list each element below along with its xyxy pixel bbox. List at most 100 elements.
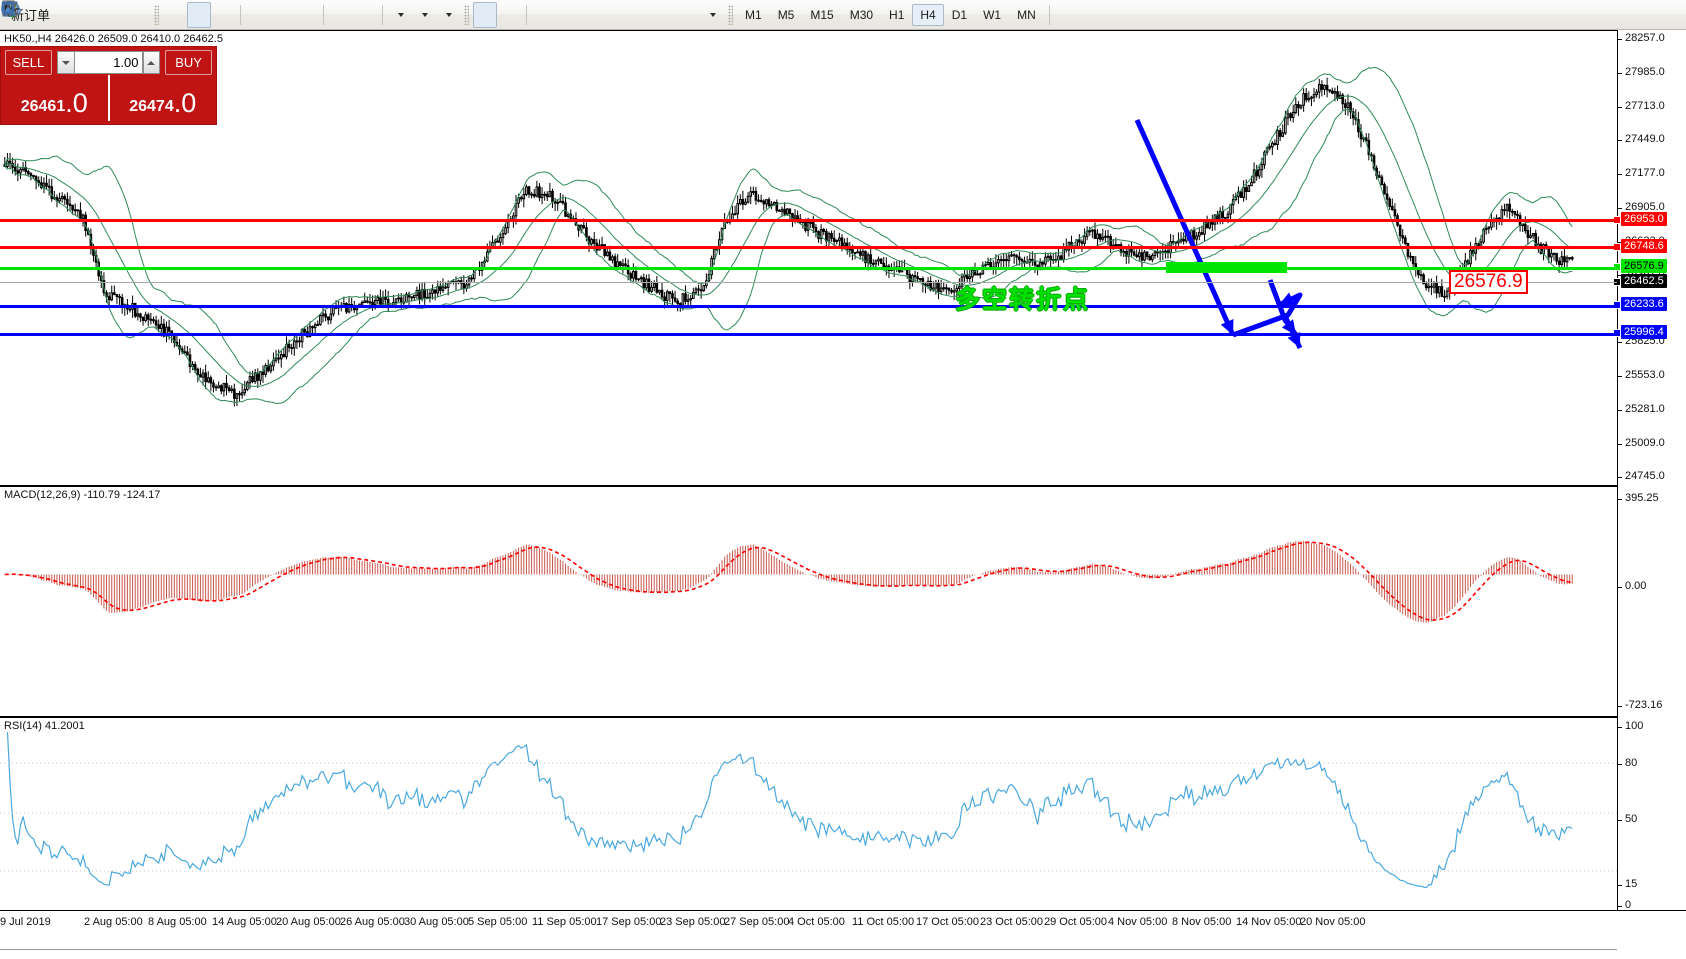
text-button[interactable]: A [3,2,676,28]
toolbar-separator [526,4,528,25]
pivot-line-26576[interactable] [0,267,1617,270]
sell-price-decimal: .0 [65,88,88,118]
autotrade-button[interactable] [2,2,150,28]
line-chart-button[interactable] [3,2,235,28]
timeframe-m1[interactable]: M1 [745,7,762,22]
green-support-zone[interactable] [1166,262,1287,273]
zoom-out-button[interactable] [3,2,294,28]
period-dropdown-caret[interactable] [422,12,429,17]
timeframe-h4[interactable]: H4 [912,3,944,26]
crosshair-button[interactable] [2,2,521,28]
toolbar-grip[interactable] [728,4,734,25]
price-tag-26576[interactable]: 26576.9 [1449,270,1528,294]
bollinger-middle [4,95,1573,387]
price-level-label-pivot[interactable]: 26576.9 [1621,259,1667,273]
sell-button[interactable]: SELL [5,50,52,75]
svg-text:E: E [13,13,17,19]
zoom-in-button[interactable] [3,2,270,28]
macd-pane[interactable]: MACD(12,26,9) -110.79 -124.17 [0,485,1617,716]
price-level-label-resistance[interactable]: 26748.6 [1621,239,1667,253]
time-tick: 8 Nov 05:00 [1172,916,1232,928]
profiles-button[interactable] [0,2,78,28]
support-line-26233[interactable] [0,305,1617,308]
maximize-icon[interactable] [0,0,16,16]
timeframe-d1[interactable]: D1 [951,7,968,22]
down-trend-arrow-head [1220,319,1234,335]
volume-stepper-up[interactable] [142,51,161,74]
up-rebound-arrow-head [1279,292,1295,306]
timeframe-mn[interactable]: MN [1017,7,1036,22]
text-label-button[interactable]: T [2,2,700,28]
templates-button[interactable] [2,2,460,28]
vertical-line-button[interactable] [6,2,556,28]
last-price-line-26462[interactable] [0,282,1617,283]
timeframe-m15[interactable]: M15 [810,7,834,22]
navigator-button[interactable] [2,1,126,28]
resistance-line-26953[interactable] [0,219,1617,222]
time-tick: 4 Nov 05:00 [1108,916,1168,928]
turning-point-annotation[interactable]: 多空转折点 [955,285,1091,314]
time-tick: 30 Aug 05:00 [404,916,469,928]
bollinger-upper [4,66,1573,375]
price-level-label-support[interactable]: 25996.4 [1621,325,1667,339]
time-axis-rule [0,949,1617,950]
time-tick: 5 Sep 05:00 [468,916,528,928]
chart-shift-button[interactable] [4,2,377,28]
buy-button[interactable]: BUY [165,50,212,75]
grid-button[interactable] [2,2,318,28]
time-tick: 23 Oct 05:00 [980,916,1043,928]
horizontal-line-button[interactable] [3,2,580,28]
scroll-end-button[interactable] [4,2,353,28]
one-click-trading-panel[interactable]: SELL BUY 26461 .0 26474 .0 [0,46,217,125]
chart-area[interactable]: HK50.,H4 26426.0 26509.0 26410.0 26462.5… [0,30,1686,959]
shapes-button[interactable] [4,2,724,28]
indicators-button[interactable] [2,0,412,28]
macd-signal-line [4,541,1573,622]
time-tick: 17 Sep 05:00 [596,916,662,928]
buy-price-decimal: .0 [173,88,197,118]
support-line-25996[interactable] [0,333,1617,336]
timeframe-m30[interactable]: M30 [849,7,874,22]
toolbar-grip[interactable] [464,4,470,25]
sell-price[interactable]: 26461 .0 [1,75,110,121]
timeframe-w1[interactable]: W1 [983,7,1002,22]
candlestick-chart-button[interactable] [3,1,212,28]
resistance-line-26748[interactable] [0,246,1617,249]
rsi-label: RSI(14) 41.2001 [2,720,87,732]
sell-price-integer: 26461 [20,98,66,115]
time-tick: 23 Sep 05:00 [660,916,726,928]
timeframe-m5[interactable]: M5 [777,7,795,22]
price-level-label-support[interactable]: 26233.6 [1621,297,1667,311]
down-trend-arrow [1134,118,1236,337]
macd-label: MACD(12,26,9) -110.79 -124.17 [2,489,163,501]
trendline-button[interactable] [3,2,604,28]
price-axis[interactable]: 28257.0 27985.0 27713.0 27449.0 27177.0 26905… [1613,30,1686,911]
price-pane[interactable]: HK50.,H4 26426.0 26509.0 26410.0 26462.5 [0,30,1617,485]
shapes-dropdown-caret[interactable] [710,12,717,17]
toolbar-grip[interactable] [154,4,160,25]
volume-stepper-down[interactable] [56,51,75,74]
time-axis[interactable]: 9 Jul 2019 2 Aug 05:00 8 Aug 05:00 14 Aug 0… [0,910,1686,959]
time-tick: 14 Nov 05:00 [1236,916,1302,928]
elliott-wave-button[interactable]: E [3,1,628,28]
volume-input[interactable] [74,51,143,74]
buy-price[interactable]: 26474 .0 [110,75,217,121]
time-tick: 27 Sep 05:00 [724,916,790,928]
market-watch-button[interactable] [2,1,102,28]
symbol-header: HK50.,H4 26426.0 26509.0 26410.0 26462.5 [2,33,225,45]
price-level-label-last-price[interactable]: 26462.5 [1621,274,1667,288]
time-tick: 11 Oct 05:00 [852,916,915,928]
bar-chart-button[interactable] [3,2,187,28]
cursor-button[interactable] [4,1,498,28]
toolbar-separator [323,4,325,25]
toolbar-separator [240,4,242,25]
fibonacci-button[interactable]: F [4,2,652,28]
price-level-label-resistance[interactable]: 26953.0 [1621,212,1667,226]
indicators-dropdown-caret[interactable] [398,12,405,17]
period-button[interactable] [1,1,436,28]
templates-dropdown-caret[interactable] [446,12,453,17]
timeframe-group: M1 M5 M15 M30 H1 H4 D1 W1 MN [737,3,1044,26]
time-tick: 20 Nov 05:00 [1300,916,1366,928]
timeframe-h1[interactable]: H1 [889,7,905,22]
rsi-pane[interactable]: RSI(14) 41.2001 [0,716,1617,910]
